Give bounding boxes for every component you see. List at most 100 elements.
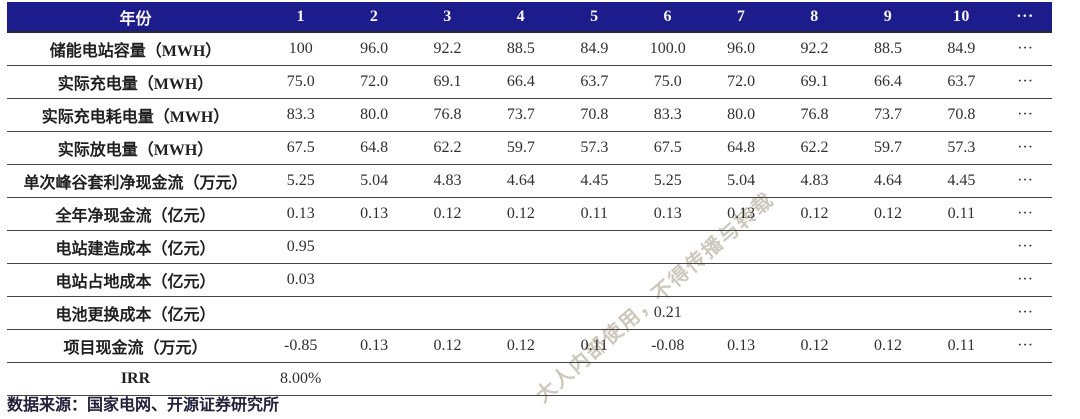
header-year-label: 年份 xyxy=(119,10,152,28)
cell: 0.12 xyxy=(800,337,829,354)
cell: 67.5 xyxy=(286,139,315,156)
cell: 67.5 xyxy=(653,139,682,156)
cell: 0.95 xyxy=(286,238,315,255)
cell: 92.2 xyxy=(433,40,462,57)
cell: 84.9 xyxy=(947,40,976,57)
cell-ellipsis: ··· xyxy=(1017,73,1034,90)
source-note: 数据来源：国家电网、开源证券研究所 xyxy=(7,397,280,414)
cell-ellipsis: ··· xyxy=(1017,271,1034,288)
cell: 72.0 xyxy=(360,73,389,90)
header-col: 2 xyxy=(369,7,379,25)
row-label: IRR xyxy=(120,370,151,387)
cell-ellipsis: ··· xyxy=(1017,337,1034,354)
table-row: 单次峰谷套利净现金流（万元） 5.25 5.04 4.83 4.64 4.45 … xyxy=(7,165,1052,198)
cell: 57.3 xyxy=(580,139,609,156)
table-row: 电站占地成本（亿元） 0.03 ··· xyxy=(7,264,1052,297)
row-label: 全年净现金流（亿元） xyxy=(55,208,216,225)
cell: 69.1 xyxy=(800,73,829,90)
header-col: 4 xyxy=(516,7,526,25)
cell: 62.2 xyxy=(433,139,462,156)
cell: 0.12 xyxy=(873,337,902,354)
row-label: 实际充电量（MWH） xyxy=(57,76,214,93)
row-label: 实际充电耗电量（MWH） xyxy=(41,109,230,126)
cell: 70.8 xyxy=(947,106,976,123)
cell: 8.00% xyxy=(280,370,322,387)
table-row: 项目现金流（万元） -0.85 0.13 0.12 0.12 0.11 -0.0… xyxy=(7,330,1052,363)
cell: 0.13 xyxy=(653,205,682,222)
cell: 4.64 xyxy=(873,172,902,189)
cell: 0.11 xyxy=(580,205,609,222)
header-col: 1 xyxy=(296,7,305,25)
data-table: 年份 1 2 3 4 5 6 7 8 9 10 ··· 储能电站容量（MWH） … xyxy=(7,2,1052,396)
header-col: 10 xyxy=(952,7,970,25)
cell: 5.25 xyxy=(286,172,315,189)
table-row: 实际充电量（MWH） 75.0 72.0 69.1 66.4 63.7 75.0… xyxy=(7,66,1052,99)
row-label: 储能电站容量（MWH） xyxy=(49,43,222,60)
cell: 4.45 xyxy=(580,172,609,189)
cell: 59.7 xyxy=(873,139,902,156)
table-row: 电池更换成本（亿元） 0.21 ··· xyxy=(7,297,1052,330)
cell: 0.12 xyxy=(433,205,462,222)
table-row: 储能电站容量（MWH） 100 96.0 92.2 88.5 84.9 100.… xyxy=(7,33,1052,66)
cell: 0.11 xyxy=(947,205,976,222)
table-row: 电站建造成本（亿元） 0.95 ··· xyxy=(7,231,1052,264)
header-ellipsis: ··· xyxy=(1016,7,1034,25)
cell: 75.0 xyxy=(286,73,315,90)
cell: 0.12 xyxy=(506,205,535,222)
cell: 88.5 xyxy=(506,40,535,57)
header-col: 6 xyxy=(663,7,672,25)
cell: 64.8 xyxy=(727,139,756,156)
cell: 4.64 xyxy=(506,172,535,189)
cell: 0.11 xyxy=(947,337,976,354)
cell: 64.8 xyxy=(360,139,389,156)
header-col: 5 xyxy=(590,7,599,25)
cell: 62.2 xyxy=(800,139,829,156)
cell: 0.11 xyxy=(580,337,609,354)
cell: 76.8 xyxy=(433,106,462,123)
cell-ellipsis: ··· xyxy=(1017,172,1034,189)
table-row: 实际充电耗电量（MWH） 83.3 80.0 76.8 73.7 70.8 83… xyxy=(7,99,1052,132)
cell: -0.85 xyxy=(284,337,318,354)
cell: 5.04 xyxy=(727,172,756,189)
cell-ellipsis: ··· xyxy=(1017,106,1034,123)
header-col: 8 xyxy=(810,7,819,25)
cell: 0.12 xyxy=(433,337,462,354)
cell: 96.0 xyxy=(360,40,389,57)
cell: 75.0 xyxy=(653,73,682,90)
cell: 0.13 xyxy=(727,205,756,222)
table-row: 全年净现金流（亿元） 0.13 0.13 0.12 0.12 0.11 0.13… xyxy=(7,198,1052,231)
cell: 88.5 xyxy=(873,40,902,57)
cell: 83.3 xyxy=(653,106,682,123)
cell: -0.08 xyxy=(651,337,685,354)
cell: 0.12 xyxy=(506,337,535,354)
header-col: 9 xyxy=(883,7,893,25)
cell: 83.3 xyxy=(286,106,315,123)
cell: 59.7 xyxy=(506,139,535,156)
cell: 0.13 xyxy=(727,337,756,354)
cell: 4.45 xyxy=(947,172,976,189)
cell: 72.0 xyxy=(727,73,756,90)
cell: 5.04 xyxy=(360,172,389,189)
cell: 100.0 xyxy=(649,40,686,57)
cell: 66.4 xyxy=(873,73,902,90)
header-col: 7 xyxy=(736,7,746,25)
cell: 0.13 xyxy=(360,337,389,354)
cell: 0.13 xyxy=(286,205,315,222)
cell: 0.13 xyxy=(360,205,389,222)
header-col: 3 xyxy=(443,7,452,25)
cell: 100 xyxy=(288,40,313,57)
cell: 80.0 xyxy=(727,106,756,123)
cell: 0.03 xyxy=(286,271,315,288)
cell: 73.7 xyxy=(873,106,902,123)
row-label: 单次峰谷套利净现金流（万元） xyxy=(23,175,248,192)
cell: 63.7 xyxy=(947,73,976,90)
cell: 73.7 xyxy=(506,106,535,123)
cell: 57.3 xyxy=(947,139,976,156)
cell: 66.4 xyxy=(506,73,535,90)
cell: 70.8 xyxy=(580,106,609,123)
row-label: 电池更换成本（亿元） xyxy=(55,307,216,324)
cell-ellipsis: ··· xyxy=(1017,139,1034,156)
cell: 92.2 xyxy=(800,40,829,57)
cell: 80.0 xyxy=(360,106,389,123)
table-header-row: 年份 1 2 3 4 5 6 7 8 9 10 ··· xyxy=(7,2,1052,33)
